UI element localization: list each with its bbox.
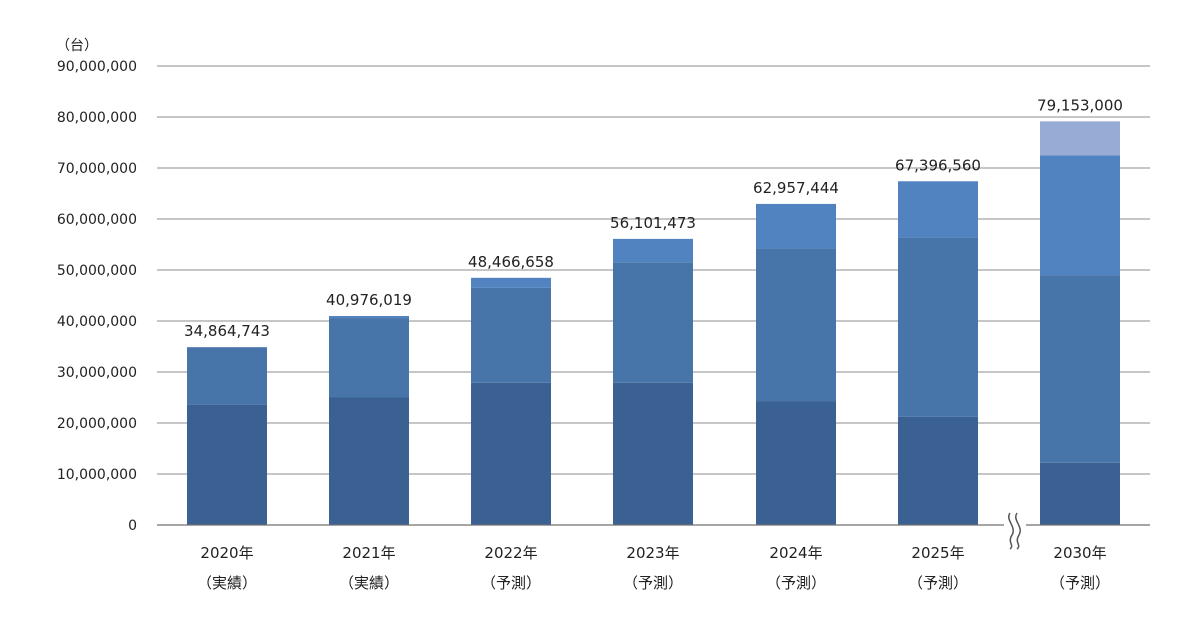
bars — [187, 121, 1120, 525]
bar-segment — [756, 248, 836, 402]
bar-segment — [329, 397, 409, 525]
total-data-label: 79,153,000 — [1037, 96, 1123, 114]
category-status-label: （予測） — [766, 574, 826, 592]
bar-segment — [329, 316, 409, 319]
bar-segment — [187, 347, 267, 405]
y-tick-label: 50,000,000 — [57, 263, 137, 279]
x-axis-category-labels: 2020年 （実績） 2021年 （実績） 2022年 （予測） 2023年 （予測） 2024… — [197, 544, 1110, 592]
axis-break-gap — [1004, 515, 1026, 537]
axis-break-wave — [1008, 512, 1014, 550]
total-data-label: 48,466,658 — [468, 253, 554, 271]
category-year-label: 2024年 — [769, 544, 822, 562]
bar-segment — [613, 382, 693, 525]
bar-segment — [613, 262, 693, 383]
y-axis-tick-labels: 0 10,000,000 20,000,000 30,000,000 40,000,00… — [57, 59, 137, 534]
category-year-label: 2023年 — [626, 544, 679, 562]
total-data-label: 56,101,473 — [610, 214, 696, 232]
axis-break-wave — [1015, 512, 1021, 550]
bar-segment — [329, 318, 409, 398]
total-data-label: 62,957,444 — [753, 179, 839, 197]
category-year-label: 2025年 — [911, 544, 964, 562]
bar-segment — [1040, 462, 1120, 525]
y-tick-label: 80,000,000 — [57, 110, 137, 126]
bar-segment — [471, 382, 551, 525]
bar-segment — [898, 416, 978, 525]
category-year-label: 2022年 — [484, 544, 537, 562]
bar-segment — [471, 277, 551, 288]
y-tick-label: 90,000,000 — [57, 59, 137, 75]
bar-segment — [187, 404, 267, 525]
category-status-label: （予測） — [481, 574, 541, 592]
bar-segment — [613, 238, 693, 263]
category-status-label: （実績） — [197, 574, 257, 592]
y-tick-label: 70,000,000 — [57, 161, 137, 177]
bar-segment — [1040, 275, 1120, 463]
total-labels: 34,864,743 40,976,019 48,466,658 56,101,473… — [184, 96, 1123, 340]
total-data-label: 67,396,560 — [895, 156, 981, 174]
bar-segment — [471, 287, 551, 383]
bar-segment — [1040, 155, 1120, 276]
category-status-label: （実績） — [339, 574, 399, 592]
category-status-label: （予測） — [908, 574, 968, 592]
y-tick-label: 10,000,000 — [57, 467, 137, 483]
bar-segment — [756, 401, 836, 525]
bar-segment — [1040, 121, 1120, 156]
y-tick-label: 30,000,000 — [57, 365, 137, 381]
y-tick-label: 40,000,000 — [57, 314, 137, 330]
y-tick-label: 60,000,000 — [57, 212, 137, 228]
total-data-label: 40,976,019 — [326, 291, 412, 309]
bar-segment — [756, 203, 836, 249]
category-status-label: （予測） — [1050, 574, 1110, 592]
y-tick-label: 20,000,000 — [57, 416, 137, 432]
axis-break-symbol — [1004, 512, 1026, 550]
bar-segment — [898, 237, 978, 417]
category-status-label: （予測） — [623, 574, 683, 592]
y-tick-label: 0 — [128, 518, 137, 534]
total-data-label: 34,864,743 — [184, 322, 270, 340]
category-year-label: 2020年 — [200, 544, 253, 562]
y-axis-unit-label: （台） — [56, 38, 98, 54]
category-year-label: 2030年 — [1053, 544, 1106, 562]
category-year-label: 2021年 — [342, 544, 395, 562]
bar-segment — [898, 181, 978, 238]
